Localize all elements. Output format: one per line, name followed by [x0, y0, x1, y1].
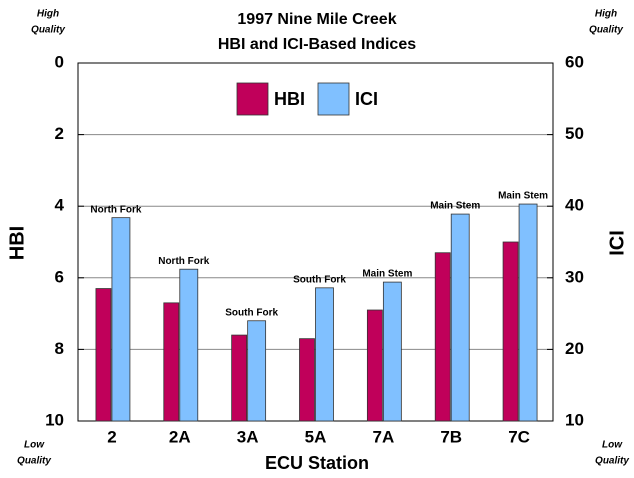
bar — [299, 338, 315, 422]
y2-tick-label: 60 — [565, 52, 584, 71]
y-axis-label: HBI — [6, 226, 28, 260]
bar — [502, 241, 519, 422]
x-tick-label: 2A — [169, 427, 191, 446]
bar — [518, 203, 538, 422]
bar — [247, 320, 267, 422]
annotation: South Fork — [293, 274, 346, 285]
x-tick-label: 2 — [107, 427, 116, 446]
y2-tick-label: 20 — [565, 339, 584, 358]
quality-label: Quality — [31, 25, 65, 36]
annotation: South Fork — [225, 307, 278, 318]
y2-tick-label: 30 — [565, 267, 584, 286]
quality-label: Low — [602, 440, 623, 451]
bar — [450, 213, 470, 422]
annotation: Main Stem — [362, 269, 412, 280]
quality-label: High — [37, 9, 59, 20]
chart-title: 1997 Nine Mile Creek — [237, 11, 396, 28]
bar — [179, 268, 199, 422]
x-axis-label: ECU Station — [265, 453, 369, 473]
legend-label: ICI — [355, 89, 378, 109]
bar — [111, 217, 131, 422]
x-tick-label: 3A — [237, 427, 259, 446]
y-tick-label: 10 — [45, 410, 64, 429]
chart-subtitle: HBI and ICI-Based Indices — [218, 36, 416, 53]
y-tick-label: 8 — [55, 339, 64, 358]
annotation: North Fork — [90, 204, 142, 215]
y2-tick-label: 50 — [565, 124, 584, 143]
y-tick-label: 6 — [55, 267, 64, 286]
x-tick-label: 5A — [305, 427, 327, 446]
y-tick-label: 2 — [55, 124, 64, 143]
bar — [231, 334, 248, 422]
x-tick-label: 7B — [440, 427, 462, 446]
quality-label: Quality — [595, 456, 629, 467]
bar — [95, 288, 112, 422]
annotation: North Fork — [158, 256, 210, 267]
legend-label: HBI — [274, 89, 305, 109]
quality-label: High — [595, 9, 617, 20]
x-tick-label: 7C — [508, 427, 530, 446]
y-tick-label: 0 — [55, 52, 64, 71]
legend-swatch — [236, 82, 269, 116]
quality-label: Quality — [589, 25, 623, 36]
bar — [382, 281, 402, 422]
y2-tick-label: 40 — [565, 196, 584, 215]
bar — [315, 287, 334, 422]
annotation: Main Stem — [498, 191, 548, 202]
annotation: Main Stem — [430, 201, 480, 212]
bar — [434, 252, 451, 422]
bar — [163, 302, 180, 422]
y2-tick-label: 10 — [565, 410, 584, 429]
y2-axis-label: ICI — [606, 230, 628, 256]
bar — [366, 309, 383, 422]
quality-label: Low — [24, 440, 45, 451]
quality-label: Quality — [17, 456, 51, 467]
x-tick-label: 7A — [372, 427, 394, 446]
legend-swatch — [317, 82, 350, 116]
y-tick-label: 4 — [55, 196, 65, 215]
